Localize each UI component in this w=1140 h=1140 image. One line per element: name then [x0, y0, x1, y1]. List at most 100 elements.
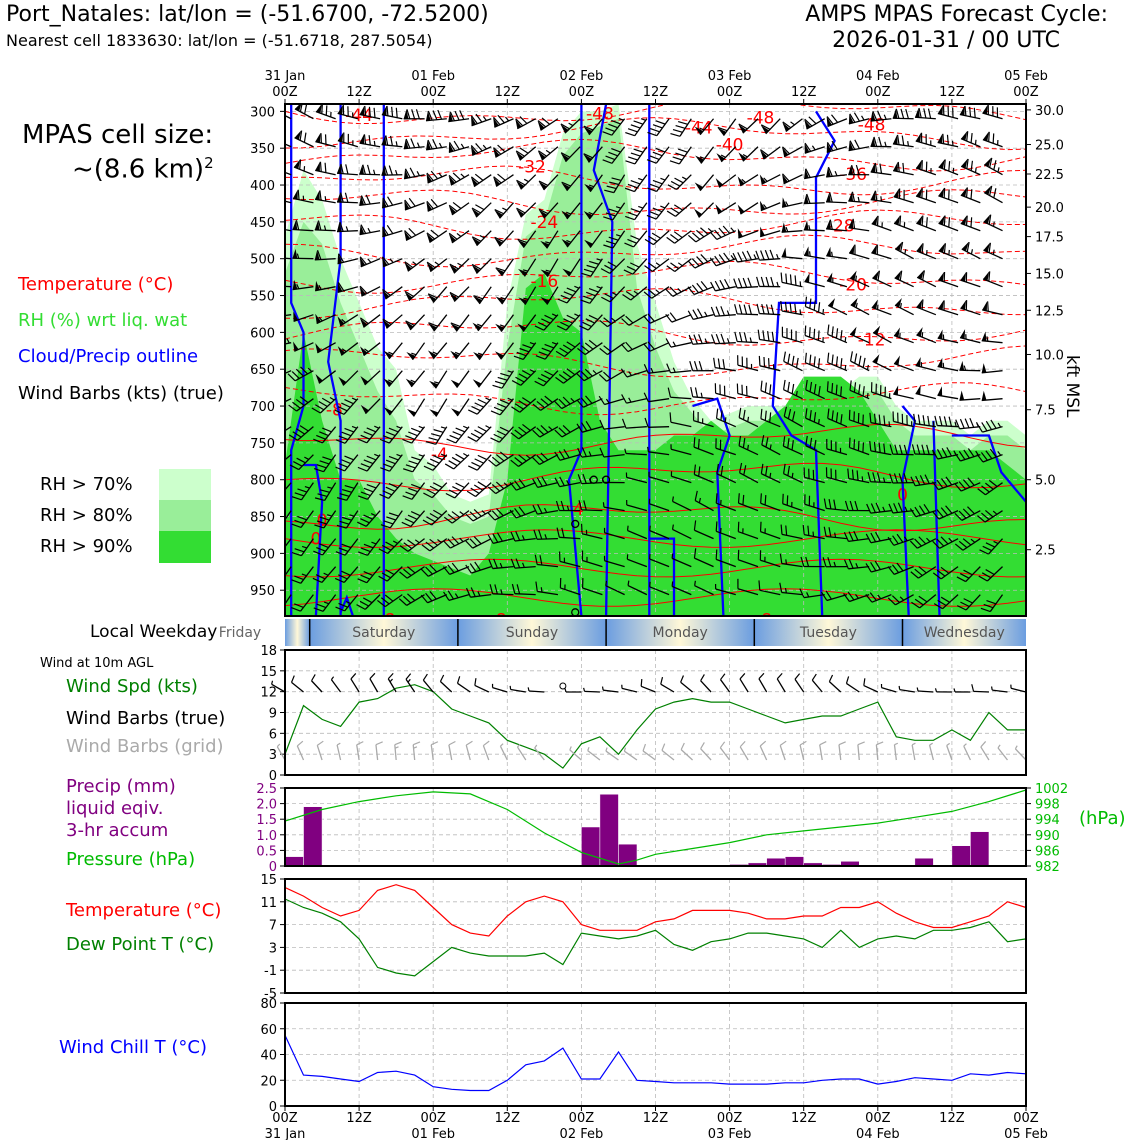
sounding-wind-barb-flag: [809, 410, 812, 421]
sounding-wind-barb-flag: [921, 215, 924, 226]
sounding-wind-barb: [675, 202, 692, 217]
sounding-wind-barb: [760, 559, 781, 568]
sounding-wind-barb-flag: [647, 288, 657, 297]
sounding-wind-barb-flag: [782, 121, 792, 129]
sounding-wind-barb: [693, 419, 714, 428]
sounding-wind-barb-flag: [872, 472, 876, 483]
wind-barb-grid-flag: [375, 741, 383, 746]
sounding-wind-barb-flag: [988, 214, 992, 225]
sounding-wind-barb-flag: [499, 451, 509, 459]
sounding-wind-barb-flag: [360, 574, 371, 580]
sounding-wind-barb-halfflag: [275, 253, 276, 258]
sounding-wind-barb-halfflag: [412, 261, 417, 266]
sounding-wind-barb: [609, 286, 626, 303]
sounding-wind-barb-halfflag: [640, 118, 646, 121]
sounding-wind-barb-pennant: [984, 157, 992, 167]
sounding-wind-barb-flag: [887, 566, 895, 575]
sounding-wind-barb: [632, 258, 648, 275]
sounding-wind-barb-pennant: [270, 308, 275, 318]
sounding-wind-barb-flag: [493, 116, 501, 126]
sounding-wind-barb-flag: [783, 351, 787, 362]
sounding-wind-barb-pennant: [781, 222, 787, 233]
panel-tick-label: 2.5: [256, 782, 277, 797]
sounding-wind-barb-flag: [404, 168, 411, 178]
sounding-wind-barb: [546, 258, 559, 278]
wind-barb-true-flag: [439, 674, 445, 682]
wind-barb-true: [387, 678, 397, 693]
sounding-wind-barb-flag: [337, 406, 348, 412]
sounding-wind-barb-flag: [474, 561, 481, 571]
sounding-wind-barb: [323, 454, 337, 473]
sounding-wind-barb-flag: [720, 465, 724, 476]
sounding-wind-barb-halfflag: [326, 514, 333, 517]
nearest-cell-line: Nearest cell 1833630: lat/lon = (-51.671…: [6, 31, 433, 50]
sounding-wind-barb-pennant: [517, 323, 527, 332]
sounding-wind-barb-flag: [734, 304, 738, 315]
sounding-wind-barb-halfflag: [570, 397, 575, 403]
wind-barb-true-flag: [845, 676, 850, 684]
sounding-wind-barb-flag: [558, 427, 567, 436]
sounding-wind-barb-halfflag: [588, 211, 594, 215]
sounding-wind-barb-flag: [808, 116, 817, 125]
panel-tick-label: -1: [264, 964, 277, 979]
sounding-wind-barb: [475, 426, 492, 442]
sounding-wind-barb-flag: [895, 108, 900, 119]
sounding-wind-barb-flag: [430, 433, 441, 437]
sounding-wind-barb-flag: [388, 455, 399, 461]
sounding-wind-barb-flag: [643, 315, 651, 324]
sounding-wind-barb: [826, 476, 848, 484]
sounding-wind-barb-halfflag: [882, 506, 886, 512]
sounding-wind-barb-pennant: [848, 165, 854, 175]
sounding-wind-barb-flag: [986, 600, 997, 605]
sounding-wind-barb-halfflag: [785, 201, 789, 207]
sounding-wind-barb-pennant: [471, 115, 477, 126]
sounding-wind-barb-flag: [899, 270, 903, 281]
sounding-wind-barb-halfflag: [861, 115, 865, 121]
sounding-wind-barb: [388, 398, 403, 416]
kft-tick-label: 2.5: [1035, 544, 1056, 559]
isotherm-label: -12: [858, 331, 886, 351]
sounding-wind-barb-flag: [900, 241, 904, 252]
wind-barb-grid-flag: [779, 740, 787, 746]
sounding-wind-barb-flag: [316, 603, 327, 609]
sounding-wind-barb-pennant: [314, 220, 320, 231]
sounding-wind-barb-pennant: [493, 117, 499, 128]
top-hour-label: 12Z: [791, 85, 817, 100]
sounding-wind-barb-flag: [608, 208, 619, 213]
sounding-wind-barb-pennant: [737, 204, 745, 215]
sounding-wind-barb-halfflag: [602, 502, 605, 508]
sounding-wind-barb-flag: [492, 533, 499, 543]
sounding-wind-barb-flag: [345, 164, 349, 175]
sounding-wind-barb-flag: [429, 485, 440, 492]
sounding-wind-barb-flag: [426, 172, 434, 181]
sounding-wind-barb-flag: [314, 524, 325, 529]
wind-barb-true: [739, 678, 749, 693]
sounding-wind-barb-pennant: [470, 177, 478, 187]
sounding-wind-barb-flag: [404, 290, 414, 298]
sounding-wind-barb-flag: [319, 516, 330, 521]
sounding-wind-barb-flag: [403, 568, 412, 577]
sounding-wind-barb-pennant: [448, 142, 454, 153]
wind-barb-true: [621, 687, 638, 693]
sounding-wind-barb-halfflag: [329, 396, 335, 401]
sounding-wind-barb-flag: [625, 290, 635, 298]
sounding-wind-barb-flag: [452, 486, 462, 492]
sounding-wind-barb-flag: [566, 287, 577, 293]
sounding-wind-barb: [543, 202, 559, 219]
sounding-wind-barb-flag: [426, 200, 434, 210]
cloud-precip-outline: [339, 594, 354, 616]
sounding-wind-barb: [648, 451, 670, 456]
sounding-wind-barb-halfflag: [866, 392, 869, 398]
sounding-wind-barb: [589, 286, 603, 304]
sounding-wind-barb-halfflag: [720, 154, 726, 158]
sounding-wind-barb-flag: [377, 599, 386, 608]
sounding-wind-barb-flag: [865, 593, 873, 603]
sounding-wind-barb-pennant: [982, 131, 989, 142]
sounding-wind-barb-pennant: [717, 127, 727, 136]
sounding-wind-barb-flag: [299, 425, 309, 432]
sounding-wind-barb-pennant: [516, 208, 525, 218]
sounding-wind-barb-halfflag: [566, 211, 572, 215]
sounding-wind-barb-flag: [357, 578, 367, 584]
sounding-wind-barb-flag: [599, 419, 605, 430]
sounding-wind-barb: [285, 285, 292, 288]
